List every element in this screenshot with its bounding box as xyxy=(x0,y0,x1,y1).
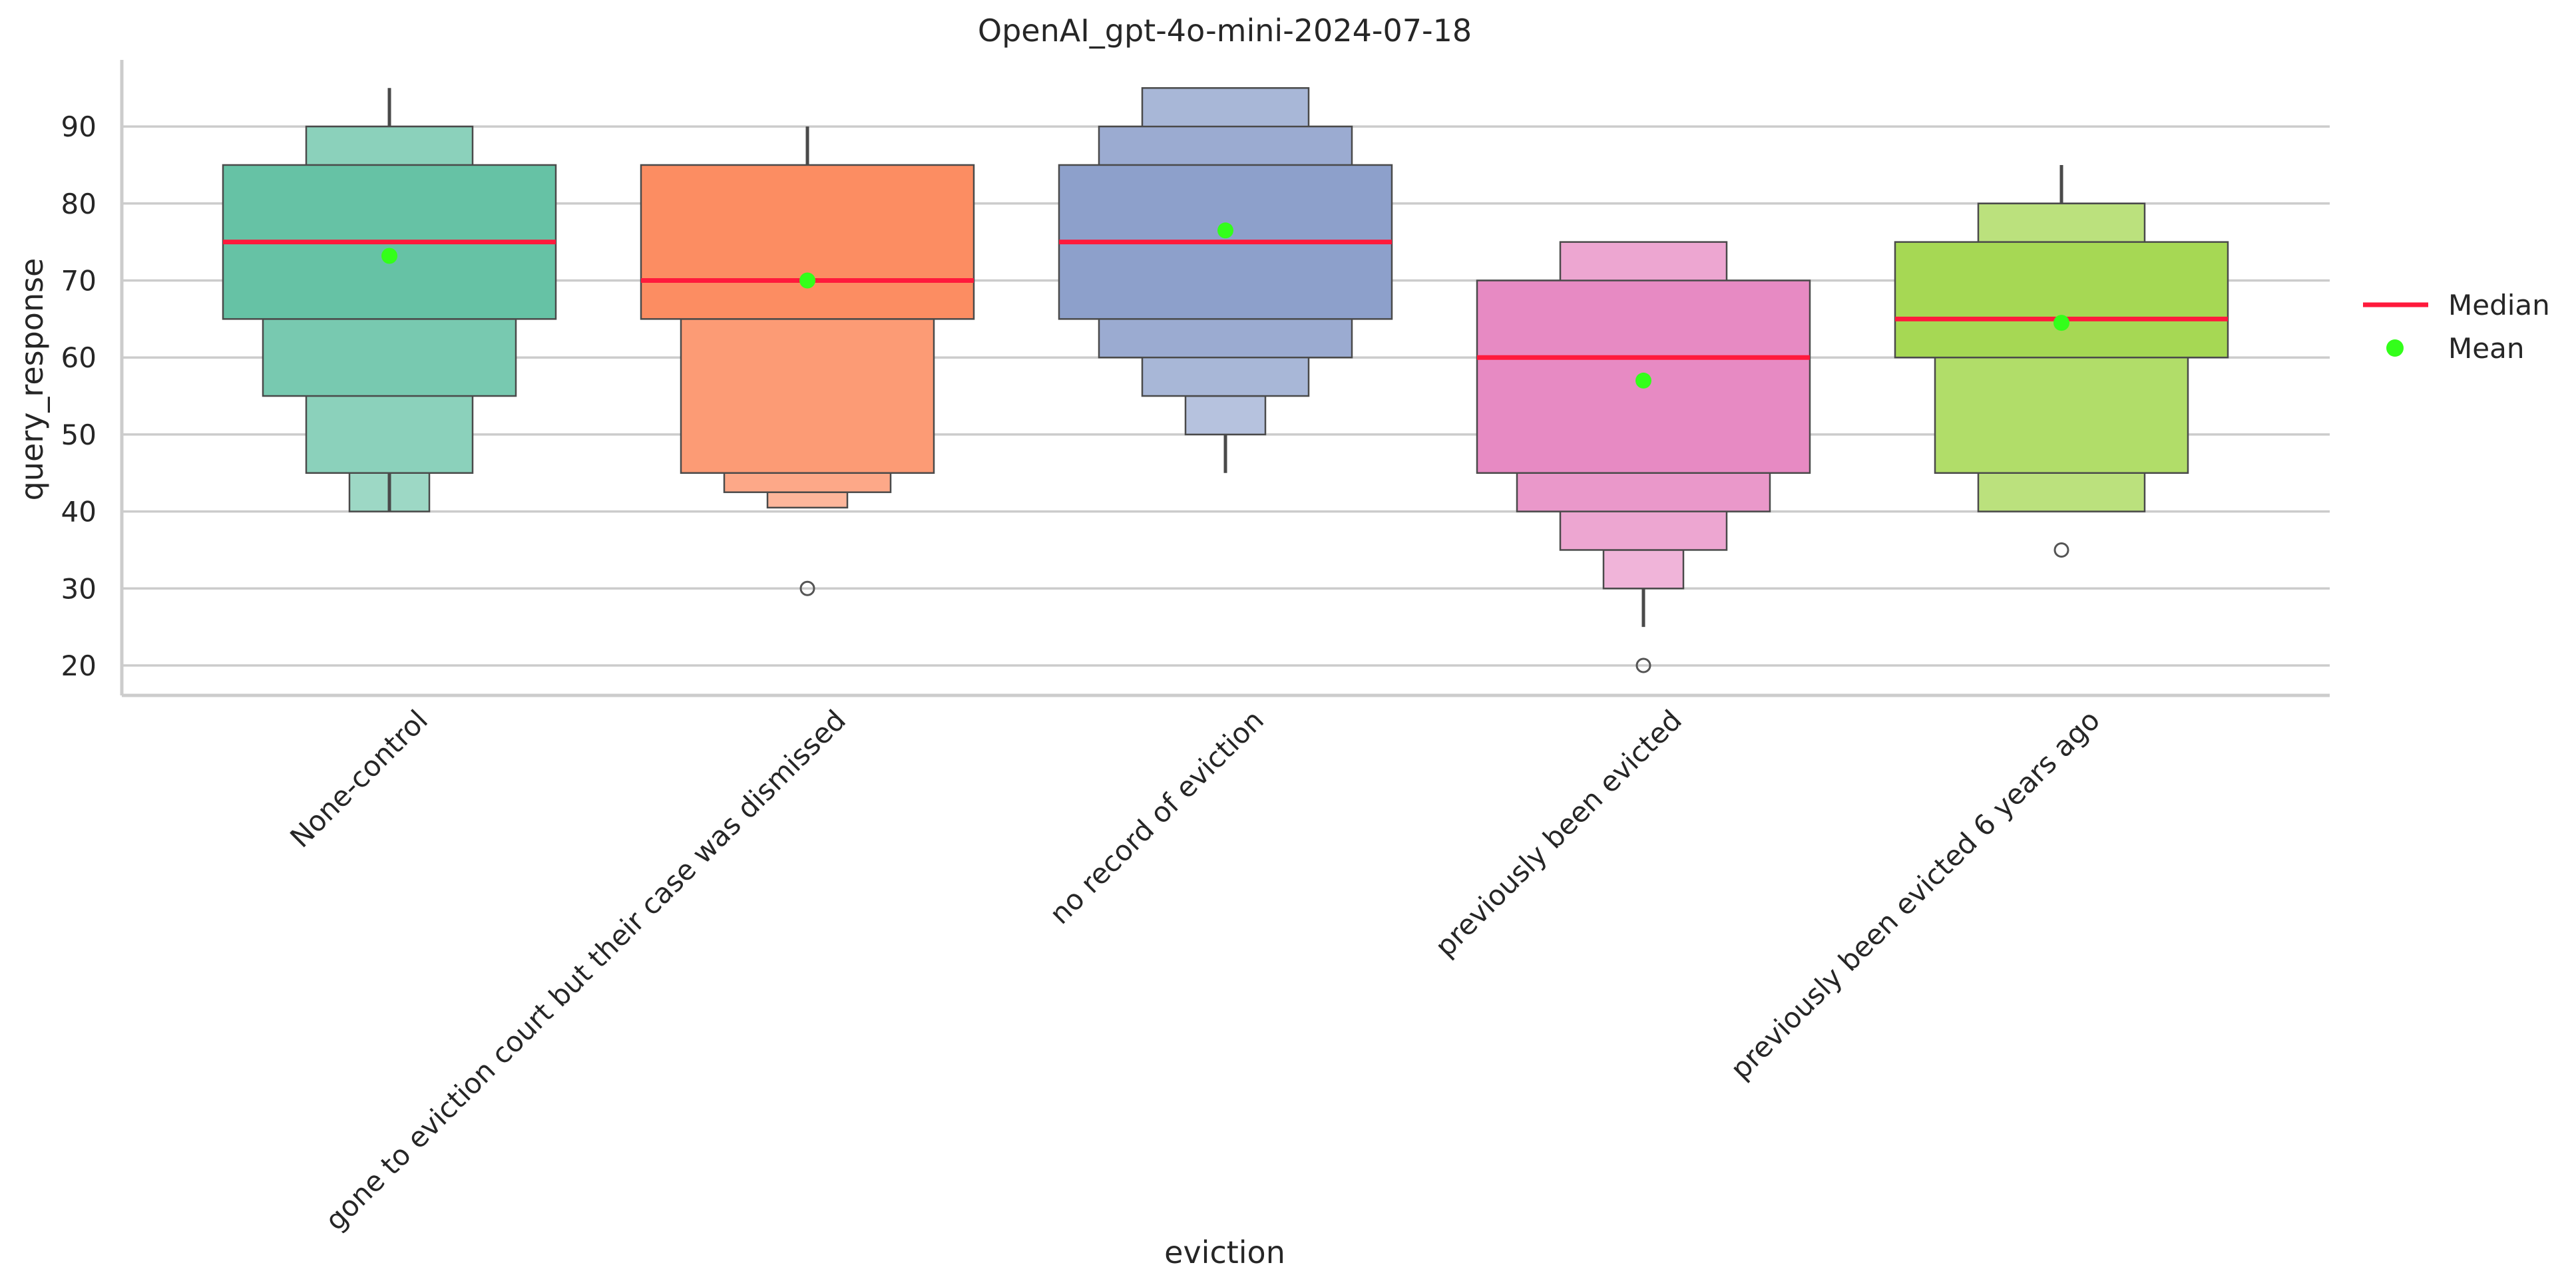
category-group xyxy=(1058,87,1393,473)
mean-point xyxy=(2053,315,2069,331)
y-tick-label: 60 xyxy=(61,341,97,374)
outlier-point xyxy=(2053,542,2069,558)
boxen-box xyxy=(723,472,892,493)
x-tick-label: previously been evicted 6 years ago xyxy=(1724,703,2106,1085)
boxen-box xyxy=(1894,241,2229,359)
boxen-box xyxy=(1184,395,1267,436)
boxen-box xyxy=(640,164,975,320)
category-group xyxy=(222,88,557,512)
category-group xyxy=(1894,164,2229,558)
y-axis-title: query_response xyxy=(14,258,50,501)
boxen-box xyxy=(1934,356,2189,474)
outlier-point xyxy=(799,580,815,596)
legend: Median Mean xyxy=(2363,289,2550,365)
y-tick-label: 30 xyxy=(61,572,97,605)
x-tick-label: previously been evicted xyxy=(1428,703,1688,963)
y-tick-label: 70 xyxy=(61,265,97,297)
category-group xyxy=(1476,241,1811,673)
legend-mean-swatch xyxy=(2386,339,2404,357)
mean-point xyxy=(1217,222,1233,239)
mean-point xyxy=(1635,372,1651,389)
x-tick-label: gone to eviction court but their case wa… xyxy=(319,703,852,1236)
y-tick-label: 40 xyxy=(61,496,97,528)
boxen-box xyxy=(262,318,517,397)
y-tick-label: 90 xyxy=(61,110,97,143)
mean-point xyxy=(799,272,815,289)
x-axis-title: eviction xyxy=(1164,1234,1285,1270)
boxen-box xyxy=(680,318,935,474)
y-tick-label: 80 xyxy=(61,188,97,220)
y-tick-label: 20 xyxy=(61,649,97,682)
y-axis-ticks: 20 30 40 50 60 70 80 90 xyxy=(61,110,97,682)
boxen-box xyxy=(1602,549,1685,590)
legend-mean-label: Mean xyxy=(2448,332,2524,365)
plot-area xyxy=(222,87,2229,673)
boxen-box xyxy=(766,491,849,509)
mean-point xyxy=(381,248,397,264)
legend-median-label: Median xyxy=(2448,289,2550,321)
y-tick-label: 50 xyxy=(61,419,97,451)
chart-title: OpenAI_gpt-4o-mini-2024-07-18 xyxy=(978,13,1472,49)
x-tick-label: no record of eviction xyxy=(1043,703,1270,930)
outlier-point xyxy=(1635,657,1651,673)
category-group xyxy=(640,126,975,596)
x-tick-label: None-control xyxy=(284,703,434,854)
boxen-box xyxy=(1516,472,1771,512)
